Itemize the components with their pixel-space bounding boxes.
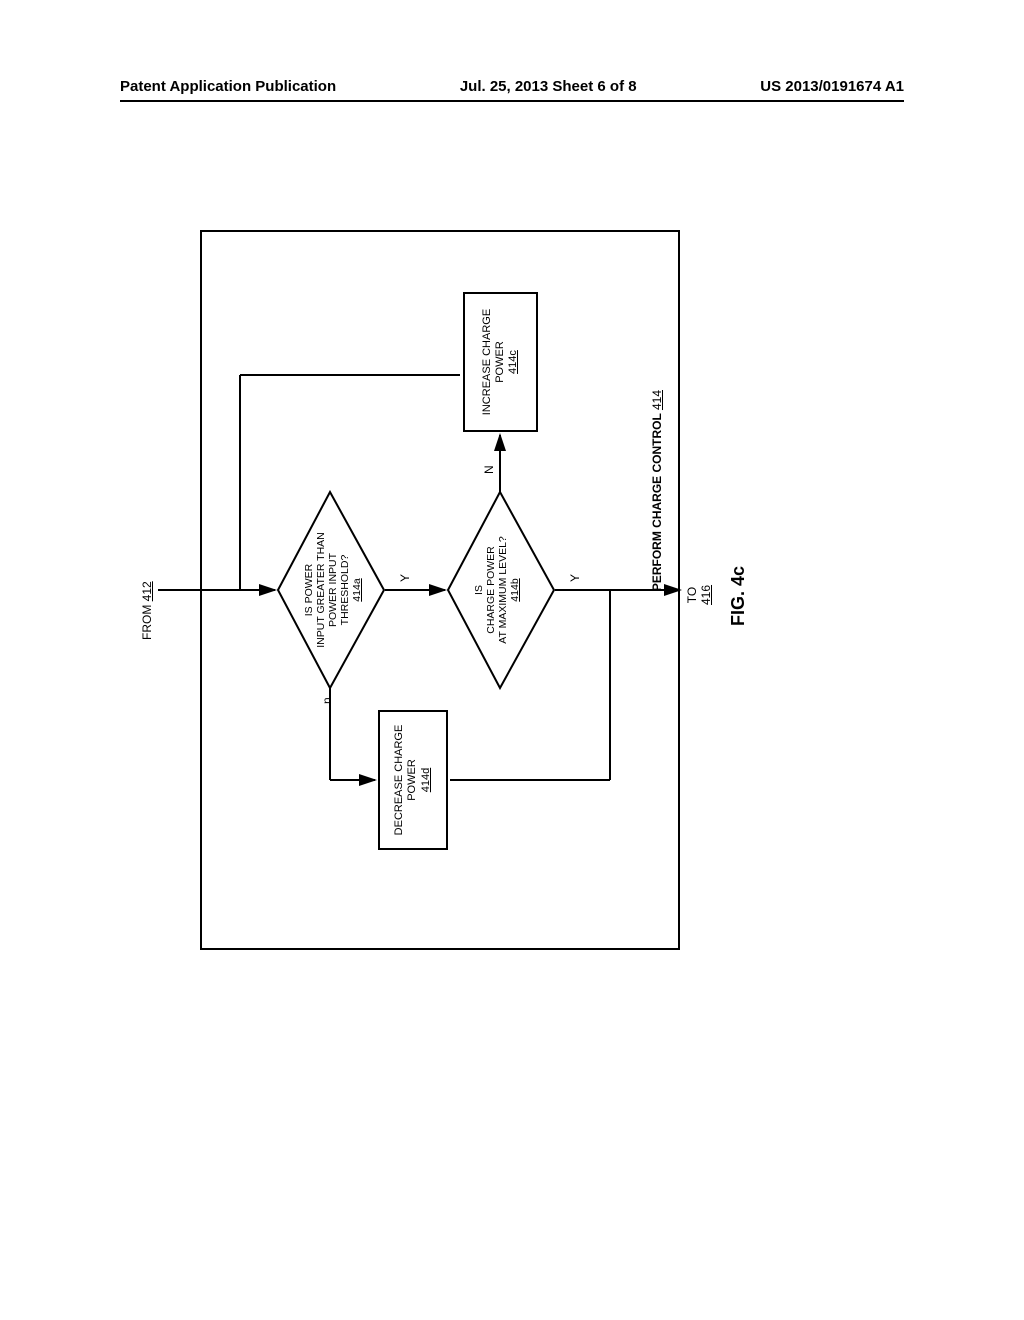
from-connector: FROM 412 (140, 581, 154, 640)
edge-y-1: Y (398, 574, 412, 582)
process-increase-charge: INCREASE CHARGE POWER 414c (463, 292, 538, 432)
page-header: Patent Application Publication Jul. 25, … (120, 78, 904, 102)
figure-label: FIG. 4c (728, 566, 749, 626)
to-connector: TO416 (685, 585, 713, 605)
header-center: Jul. 25, 2013 Sheet 6 of 8 (460, 78, 637, 98)
decision-max-level: IS CHARGE POWER AT MAXIMUM LEVEL? 414b (473, 522, 521, 658)
header-right: US 2013/0191674 A1 (760, 78, 904, 98)
header-left: Patent Application Publication (120, 78, 336, 98)
decision-power-threshold: IS POWER INPUT GREATER THAN POWER INPUT … (303, 522, 363, 658)
edge-y-2: Y (568, 574, 582, 582)
flowchart: FROM 412 PERFORM CHARGE CONTROL 414 IS P… (120, 360, 890, 970)
edge-n-2: N (482, 465, 496, 474)
perform-charge-control-label: PERFORM CHARGE CONTROL 414 (650, 390, 664, 591)
process-decrease-charge: DECREASE CHARGE POWER 414d (378, 710, 448, 850)
edge-n-1: n (320, 697, 334, 704)
